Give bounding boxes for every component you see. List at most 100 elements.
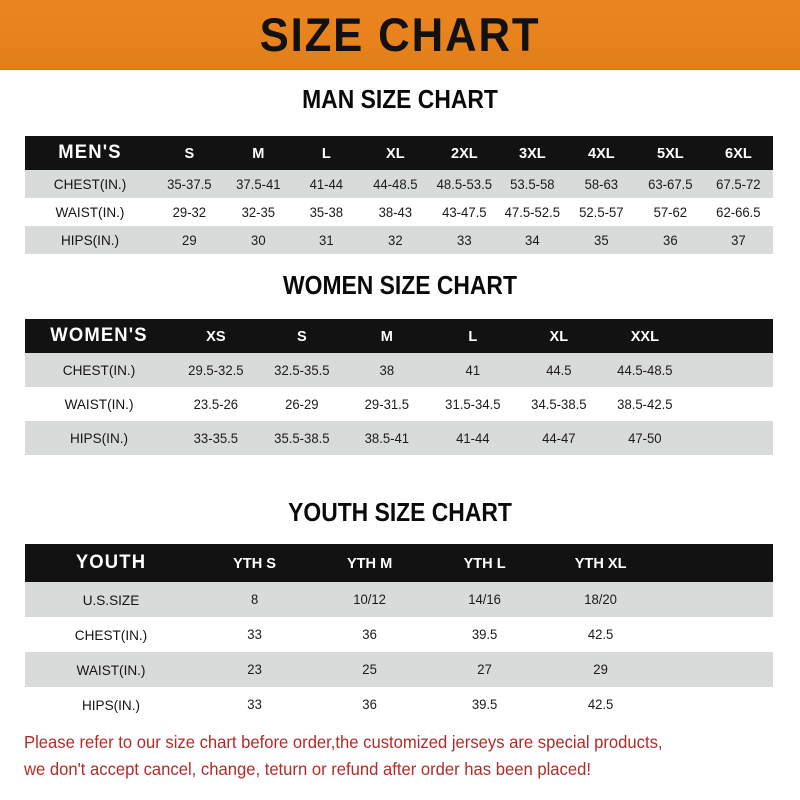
cell-men-waist-4: 43-47.5 xyxy=(441,204,487,220)
table-row: WAIST(IN.) 23 25 27 29 xyxy=(25,652,773,687)
cell-men-chest-8: 67.5-72 xyxy=(716,176,761,192)
cell-men-hips-6: 35 xyxy=(593,232,609,248)
cell-men-chest-6: 58-63 xyxy=(584,176,619,192)
cell-men-chest-3: 44-48.5 xyxy=(373,176,418,192)
cell-youth-hips-0: 33 xyxy=(247,697,262,712)
header-size-men-8: 6XL xyxy=(725,144,752,162)
cell-men-waist-6: 52.5-57 xyxy=(579,204,624,220)
cell-women-chest-0: 29.5-32.5 xyxy=(188,362,244,378)
header-size-youth-4 xyxy=(659,544,771,582)
header-size-youth-0: YTH S xyxy=(233,554,277,572)
cell-women-hips-1: 35.5-38.5 xyxy=(273,430,330,446)
cell-men-hips-4: 33 xyxy=(456,232,472,248)
cell-women-hips-5: 47-50 xyxy=(627,430,662,446)
cell-youth-ussize-1: 10/12 xyxy=(353,592,387,607)
header-size-men-7: 5XL xyxy=(656,144,684,162)
cell-men-hips-3: 32 xyxy=(388,232,403,248)
cell-women-chest-5: 44.5-48.5 xyxy=(616,362,673,378)
row-label-youth-waist: WAIST(IN.) xyxy=(76,661,146,678)
cell-men-hips-5: 34 xyxy=(525,232,540,248)
table-header-row: YOUTH YTH S YTH M YTH L YTH XL xyxy=(25,544,773,582)
row-label-women-hips: HIPS(IN.) xyxy=(69,430,129,446)
table-row: WAIST(IN.) 29-32 32-35 35-38 38-43 43-47… xyxy=(25,198,773,226)
cell-women-waist-5: 38.5-42.5 xyxy=(616,396,673,412)
cell-youth-hips-1: 36 xyxy=(362,697,378,712)
cell-men-chest-0: 35-37.5 xyxy=(167,176,212,192)
table-header-row: MEN'S S M L XL 2XL 3XL 4XL 5XL 6XL xyxy=(25,136,773,170)
table-men: MEN'S S M L XL 2XL 3XL 4XL 5XL 6XL CHEST… xyxy=(25,136,773,254)
cell-youth-waist-4 xyxy=(659,652,771,687)
section-title-youth: YOUTH SIZE CHART xyxy=(288,497,512,527)
cell-women-chest-2: 38 xyxy=(379,362,395,378)
cell-men-chest-2: 41-44 xyxy=(309,176,344,192)
cell-youth-chest-4 xyxy=(659,617,771,652)
cell-youth-chest-3: 42.5 xyxy=(587,627,613,642)
cell-youth-ussize-3: 18/20 xyxy=(583,592,617,607)
cell-women-waist-1: 26-29 xyxy=(284,396,319,412)
cell-women-chest-1: 32.5-35.5 xyxy=(273,362,330,378)
cell-women-hips-3: 41-44 xyxy=(456,430,490,446)
cell-men-waist-5: 47.5-52.5 xyxy=(504,204,561,220)
cell-men-chest-5: 53.5-58 xyxy=(510,176,555,192)
cell-women-chest-3: 41 xyxy=(465,362,481,378)
table-youth: YOUTH YTH S YTH M YTH L YTH XL U.S.SIZE … xyxy=(25,544,773,722)
cell-men-waist-3: 38-43 xyxy=(378,204,413,220)
table-row: U.S.SIZE 8 10/12 14/16 18/20 xyxy=(25,582,773,617)
header-size-women-6 xyxy=(689,319,772,353)
table-row: WAIST(IN.) 23.5-26 26-29 29-31.5 31.5-34… xyxy=(25,387,773,421)
cell-women-chest-4: 44.5 xyxy=(545,362,572,378)
row-label-youth-chest: CHEST(IN.) xyxy=(74,626,148,643)
table-row: CHEST(IN.) 35-37.5 37.5-41 41-44 44-48.5… xyxy=(25,170,773,198)
cell-men-chest-7: 63-67.5 xyxy=(647,176,693,192)
cell-women-waist-3: 31.5-34.5 xyxy=(445,396,501,412)
header-size-youth-2: YTH L xyxy=(463,554,506,572)
header-size-men-0: S xyxy=(184,144,195,162)
table-header-row: WOMEN'S XS S M L XL XXL xyxy=(25,319,773,353)
cell-women-hips-0: 33-35.5 xyxy=(193,430,239,446)
footer-note-line-2: we don't accept cancel, change, teturn o… xyxy=(24,759,591,779)
cell-youth-hips-4 xyxy=(659,687,771,722)
footer-note: Please refer to our size chart before or… xyxy=(24,729,742,783)
cell-youth-chest-0: 33 xyxy=(247,627,262,642)
cell-men-chest-1: 37.5-41 xyxy=(235,176,281,192)
cell-women-waist-2: 29-31.5 xyxy=(365,396,410,412)
cell-men-waist-8: 62-66.5 xyxy=(716,204,761,220)
cell-youth-waist-0: 23 xyxy=(247,662,262,677)
cell-youth-waist-3: 29 xyxy=(592,662,608,677)
page-title: SIZE CHART xyxy=(259,8,541,61)
footer-note-line-1: Please refer to our size chart before or… xyxy=(24,732,663,752)
row-label-women-chest: CHEST(IN.) xyxy=(62,362,136,378)
header-size-men-6: 4XL xyxy=(587,144,615,162)
cell-women-chest-6 xyxy=(689,353,772,387)
cell-youth-hips-3: 42.5 xyxy=(587,697,613,712)
header-size-youth-1: YTH M xyxy=(347,554,393,572)
cell-men-hips-7: 36 xyxy=(662,232,678,248)
table-row: HIPS(IN.) 33-35.5 35.5-38.5 38.5-41 41-4… xyxy=(25,421,773,455)
cell-men-waist-0: 29-32 xyxy=(172,204,207,220)
row-label-youth-hips: HIPS(IN.) xyxy=(81,696,141,713)
cell-youth-chest-1: 36 xyxy=(362,627,378,642)
cell-women-waist-0: 23.5-26 xyxy=(193,396,239,412)
cell-youth-hips-2: 39.5 xyxy=(472,697,498,712)
cell-youth-ussize-0: 8 xyxy=(250,592,259,607)
header-corner-youth: YOUTH xyxy=(75,552,147,573)
section-title-women: WOMEN SIZE CHART xyxy=(283,270,517,300)
cell-youth-chest-2: 39.5 xyxy=(472,627,498,642)
table-row: CHEST(IN.) 29.5-32.5 32.5-35.5 38 41 44.… xyxy=(25,353,773,387)
header-size-women-1: S xyxy=(296,327,307,345)
header-size-youth-3: YTH XL xyxy=(574,554,627,572)
cell-women-hips-6 xyxy=(689,421,772,455)
cell-men-waist-7: 57-62 xyxy=(653,204,687,220)
header-size-men-3: XL xyxy=(386,144,405,162)
table-row: HIPS(IN.) 29 30 31 32 33 34 35 36 37 xyxy=(25,226,773,254)
cell-youth-waist-1: 25 xyxy=(362,662,378,677)
cell-men-hips-8: 37 xyxy=(731,232,746,248)
cell-youth-waist-2: 27 xyxy=(477,662,493,677)
header-size-men-4: 2XL xyxy=(450,144,478,162)
header-corner-men: MEN'S xyxy=(58,142,122,163)
table-women: WOMEN'S XS S M L XL XXL CHEST(IN.) 29.5-… xyxy=(25,319,773,455)
cell-women-hips-2: 38.5-41 xyxy=(365,430,410,446)
header-size-women-2: M xyxy=(381,327,394,345)
header-size-men-1: M xyxy=(251,144,265,162)
